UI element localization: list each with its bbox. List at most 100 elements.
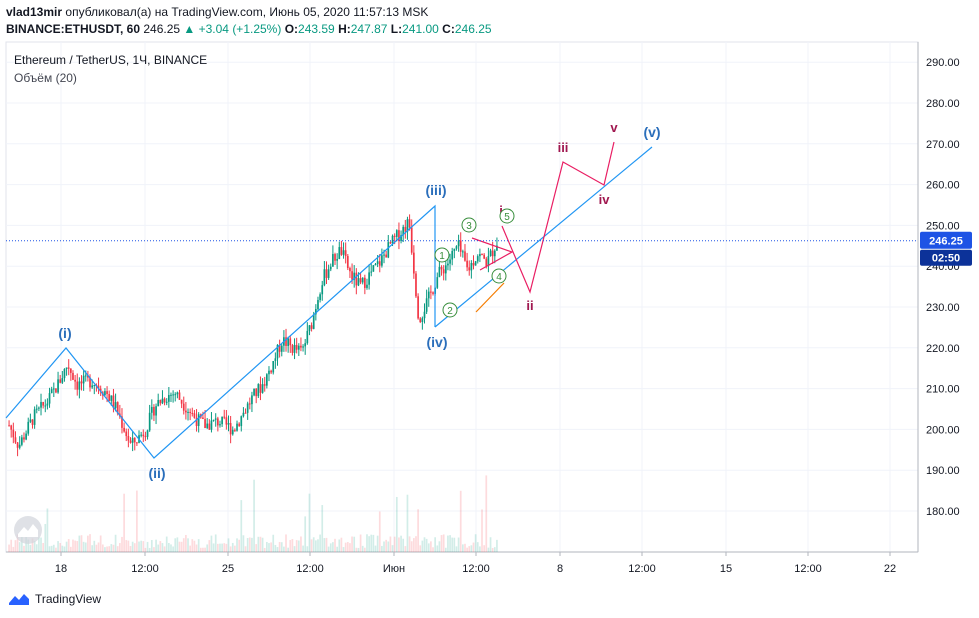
candle-body	[57, 379, 59, 393]
candle-body	[93, 384, 96, 386]
wave-label-red: iv	[599, 192, 611, 207]
candle-body	[472, 263, 475, 266]
candle-body	[449, 259, 451, 264]
candle-body	[278, 344, 281, 352]
x-tick-label: 8	[557, 563, 563, 575]
candle-body	[344, 250, 347, 257]
close-label: C:	[442, 22, 455, 36]
x-tick-label: 12:00	[131, 563, 159, 575]
candle-body	[221, 416, 223, 425]
candle-body	[136, 442, 138, 444]
circle-wave-label: 3	[461, 217, 477, 233]
volume-bar	[459, 490, 462, 552]
volume-bar	[48, 546, 51, 552]
volume-bar	[123, 493, 125, 552]
candle-body	[276, 344, 279, 359]
candle-body	[146, 430, 149, 437]
last-price-badge-text: 246.25	[929, 236, 963, 248]
footer-brand[interactable]: TradingView	[8, 592, 101, 606]
candle-body	[496, 245, 498, 251]
volume-bar	[57, 541, 59, 552]
volume-bar	[153, 547, 155, 552]
volume-bar	[84, 542, 87, 552]
chart-header-line1: vlad13mir опубликовал(а) на TradingView.…	[6, 5, 428, 19]
volume-bar	[272, 534, 275, 552]
candle-body	[246, 403, 249, 413]
volume-bar	[82, 541, 85, 552]
candle-body	[374, 263, 377, 266]
candle-body	[78, 381, 81, 390]
y-tick-label: 280.00	[926, 98, 960, 110]
candle-body	[370, 271, 373, 273]
candle-body	[259, 384, 262, 393]
volume-bar	[415, 536, 417, 552]
volume-bar	[18, 542, 21, 552]
candle-body	[125, 431, 128, 437]
candle-body	[391, 235, 394, 244]
author-name[interactable]: vlad13mir	[6, 5, 63, 19]
volume-bar	[359, 534, 362, 552]
candle-body	[361, 277, 364, 283]
volume-bar	[479, 546, 481, 552]
candle-body	[42, 402, 45, 406]
candle-body	[16, 442, 19, 448]
candle-body	[430, 291, 432, 293]
volume-bar	[427, 543, 430, 552]
circle-label-text: 1	[439, 251, 445, 262]
volume-bar	[310, 539, 313, 552]
candle-body	[216, 418, 219, 426]
y-tick-label: 190.00	[926, 465, 960, 477]
candles	[8, 214, 498, 457]
candle-body	[483, 254, 486, 259]
candle-body	[400, 235, 402, 241]
publish-info: опубликовал(а) на TradingView.com, Июнь …	[65, 5, 429, 19]
volume-bar	[116, 546, 119, 552]
volume-bar	[391, 545, 394, 552]
volume-bar	[231, 542, 234, 552]
candle-body	[438, 266, 441, 278]
chart-header-line2: BINANCE:ETHUSDT, 60 246.25 ▲ +3.04 (+1.2…	[6, 22, 492, 36]
volume-bar	[112, 544, 115, 552]
volume-bar	[236, 538, 238, 552]
volume-bar	[223, 543, 226, 552]
volume-bar	[363, 547, 366, 552]
volume-bar	[319, 534, 321, 552]
volume-bar	[91, 545, 94, 552]
candle-body	[493, 250, 496, 257]
x-tick-label: 22	[884, 563, 896, 575]
volume-bar	[210, 535, 213, 552]
volume-bar	[246, 538, 249, 552]
volume-bar	[349, 543, 351, 552]
candle-body	[406, 219, 409, 232]
volume-bar	[29, 544, 32, 552]
volume-bar	[468, 546, 471, 552]
candle-body	[33, 409, 36, 425]
volume-bar	[449, 535, 451, 552]
volume-bar	[308, 493, 311, 552]
volume-bar	[374, 545, 377, 552]
candle-body	[280, 345, 283, 352]
candle-body	[178, 392, 181, 400]
candle-body	[174, 394, 177, 396]
volume-bar	[323, 538, 326, 552]
wave-label-red: iii	[558, 140, 569, 155]
countdown-badge	[920, 249, 972, 266]
volume-bar	[61, 545, 64, 552]
volume-bar	[229, 546, 232, 552]
candle-body	[319, 294, 321, 301]
volume-bar	[72, 539, 74, 552]
volume-bar	[291, 539, 294, 552]
candle-body	[387, 242, 390, 258]
candle-body	[423, 311, 426, 319]
volume-bar	[253, 479, 255, 552]
candle-body	[121, 416, 123, 428]
candle-body	[468, 267, 471, 271]
candle-body	[479, 254, 481, 257]
volume-bar	[404, 546, 407, 552]
volume-bar	[410, 541, 413, 552]
circle-label-text: 4	[496, 272, 502, 283]
candle-body	[231, 429, 234, 435]
candle-body	[447, 263, 449, 266]
volume-bar	[59, 543, 62, 552]
